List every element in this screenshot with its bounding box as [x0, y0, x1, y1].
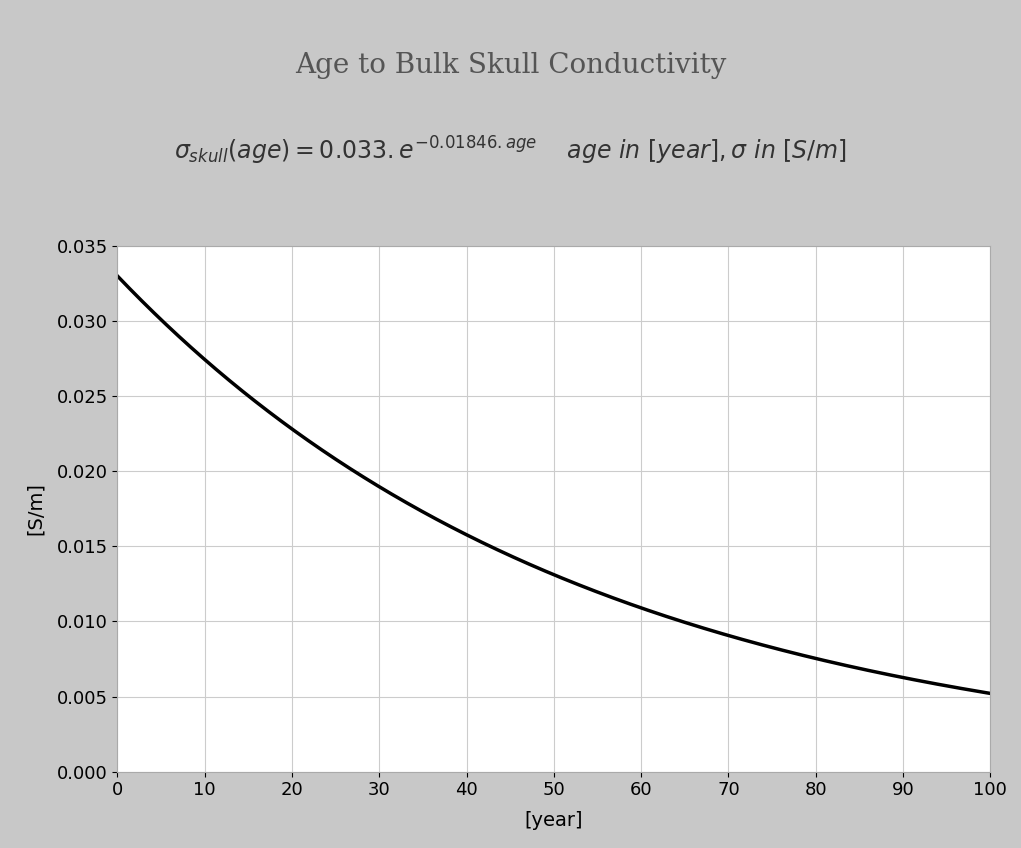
X-axis label: [year]: [year]: [525, 811, 583, 829]
Text: Age to Bulk Skull Conductivity: Age to Bulk Skull Conductivity: [295, 53, 726, 80]
Y-axis label: [S/m]: [S/m]: [27, 483, 45, 535]
Text: $\sigma_{skull}(age) = 0.033.e^{-0.01846.age}$    $age\ in\ [year],\sigma\ in\ [: $\sigma_{skull}(age) = 0.033.e^{-0.01846…: [174, 135, 847, 167]
